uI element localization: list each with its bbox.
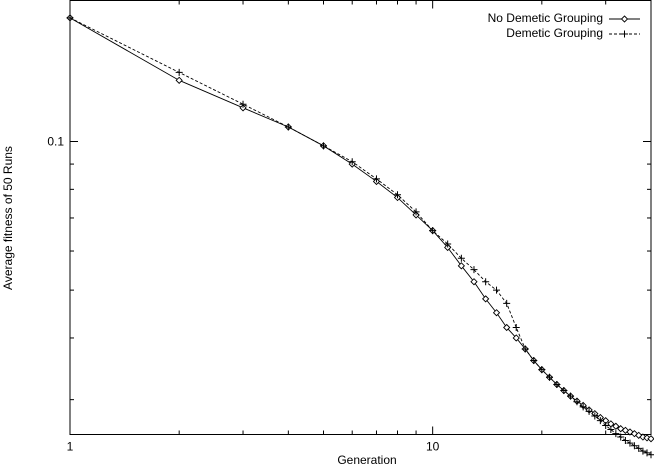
legend-marker xyxy=(620,15,629,23)
legend-label-demetic-grouping: Demetic Grouping xyxy=(506,26,603,40)
data-point xyxy=(546,373,554,381)
data-point xyxy=(394,191,402,199)
legend-label-no-demetic-grouping: No Demetic Grouping xyxy=(488,11,603,25)
data-point xyxy=(512,334,520,342)
data-point xyxy=(492,309,501,317)
data-point xyxy=(639,447,647,455)
data-point xyxy=(643,449,651,457)
x-tick-label: 10 xyxy=(426,440,440,454)
data-point xyxy=(553,380,561,388)
data-point xyxy=(412,208,420,216)
data-point xyxy=(626,439,634,447)
data-point xyxy=(560,387,568,395)
data-point xyxy=(239,104,247,112)
data-point xyxy=(607,426,615,434)
series-line xyxy=(69,17,652,440)
data-point xyxy=(482,295,490,303)
data-point xyxy=(538,366,546,374)
legend-marker xyxy=(621,30,628,38)
data-point xyxy=(470,266,478,274)
data-point xyxy=(66,14,74,22)
x-axis-label: Generation xyxy=(337,453,396,467)
series-no-demetic-grouping xyxy=(66,14,654,443)
data-point xyxy=(530,357,538,365)
data-point xyxy=(348,158,356,166)
y-axis-label: Average fitness of 50 Runs xyxy=(1,146,15,290)
data-point xyxy=(503,323,511,332)
data-point xyxy=(512,324,520,332)
data-point xyxy=(239,100,247,108)
data-point xyxy=(284,123,292,131)
data-point xyxy=(647,435,654,443)
x-tick-label: 1 xyxy=(67,440,74,454)
plot-frame xyxy=(69,0,652,435)
data-point xyxy=(319,142,327,150)
data-point xyxy=(579,403,587,411)
data-point xyxy=(175,68,183,76)
y-tick-label: 0.1 xyxy=(47,134,64,148)
data-point xyxy=(647,451,654,459)
data-point xyxy=(567,392,575,400)
data-point xyxy=(635,444,643,452)
data-point xyxy=(521,345,529,353)
data-point xyxy=(612,430,620,438)
data-point xyxy=(493,286,501,294)
data-point xyxy=(470,278,478,286)
series-demetic-grouping xyxy=(66,14,654,459)
data-point xyxy=(630,442,638,450)
data-point xyxy=(482,278,490,286)
legend: No Demetic Grouping Demetic Grouping xyxy=(488,11,640,40)
data-point xyxy=(617,433,625,441)
data-point xyxy=(612,422,620,430)
data-point xyxy=(602,421,610,429)
data-point xyxy=(457,262,466,270)
data-point xyxy=(585,407,593,415)
data-point xyxy=(596,417,604,425)
data-point xyxy=(591,412,599,420)
data-point xyxy=(175,76,183,84)
data-point xyxy=(429,227,437,235)
data-point xyxy=(573,398,581,406)
data-point xyxy=(503,299,511,307)
data-point xyxy=(457,254,465,262)
data-point xyxy=(621,436,629,444)
data-point xyxy=(372,175,380,183)
data-point xyxy=(444,240,452,248)
